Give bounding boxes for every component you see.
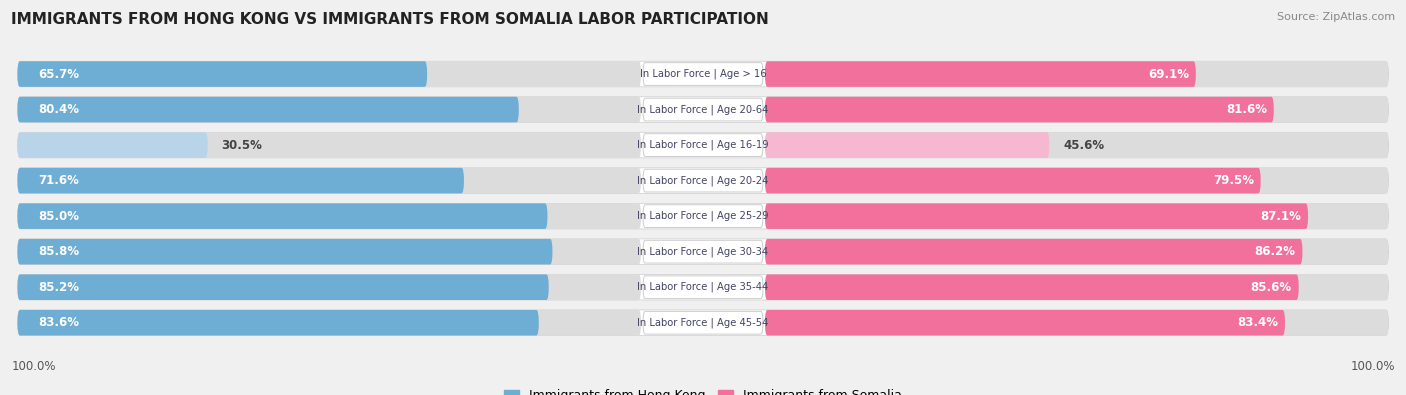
Text: Source: ZipAtlas.com: Source: ZipAtlas.com [1277, 12, 1395, 22]
FancyBboxPatch shape [765, 168, 1389, 194]
Text: In Labor Force | Age 16-19: In Labor Force | Age 16-19 [637, 140, 769, 150]
FancyBboxPatch shape [17, 132, 1389, 158]
FancyBboxPatch shape [17, 239, 641, 265]
FancyBboxPatch shape [17, 275, 1389, 300]
Text: 69.1%: 69.1% [1147, 68, 1189, 81]
Text: 30.5%: 30.5% [222, 139, 263, 152]
FancyBboxPatch shape [765, 168, 1261, 194]
Text: 79.5%: 79.5% [1213, 174, 1254, 187]
FancyBboxPatch shape [17, 203, 547, 229]
FancyBboxPatch shape [643, 169, 763, 192]
FancyBboxPatch shape [765, 310, 1285, 335]
FancyBboxPatch shape [17, 97, 641, 122]
Text: 45.6%: 45.6% [1063, 139, 1104, 152]
FancyBboxPatch shape [643, 205, 763, 228]
FancyBboxPatch shape [17, 61, 1389, 87]
FancyBboxPatch shape [17, 310, 641, 335]
Text: 83.4%: 83.4% [1237, 316, 1278, 329]
Text: In Labor Force | Age 20-64: In Labor Force | Age 20-64 [637, 104, 769, 115]
Text: 85.0%: 85.0% [38, 210, 79, 223]
FancyBboxPatch shape [765, 203, 1389, 229]
FancyBboxPatch shape [765, 132, 1049, 158]
FancyBboxPatch shape [17, 132, 641, 158]
Text: 83.6%: 83.6% [38, 316, 79, 329]
Text: 65.7%: 65.7% [38, 68, 79, 81]
FancyBboxPatch shape [765, 61, 1389, 87]
FancyBboxPatch shape [17, 97, 1389, 122]
FancyBboxPatch shape [17, 132, 208, 158]
FancyBboxPatch shape [765, 275, 1389, 300]
FancyBboxPatch shape [17, 61, 427, 87]
Text: In Labor Force | Age 25-29: In Labor Force | Age 25-29 [637, 211, 769, 222]
Text: 86.2%: 86.2% [1254, 245, 1295, 258]
FancyBboxPatch shape [765, 275, 1299, 300]
FancyBboxPatch shape [17, 310, 1389, 335]
FancyBboxPatch shape [643, 98, 763, 121]
Text: In Labor Force | Age 20-24: In Labor Force | Age 20-24 [637, 175, 769, 186]
Text: 100.0%: 100.0% [1350, 360, 1395, 373]
Text: In Labor Force | Age 35-44: In Labor Force | Age 35-44 [637, 282, 769, 292]
FancyBboxPatch shape [17, 275, 548, 300]
Legend: Immigrants from Hong Kong, Immigrants from Somalia: Immigrants from Hong Kong, Immigrants fr… [499, 384, 907, 395]
FancyBboxPatch shape [643, 63, 763, 85]
FancyBboxPatch shape [765, 97, 1274, 122]
FancyBboxPatch shape [17, 168, 1389, 194]
FancyBboxPatch shape [765, 239, 1302, 265]
FancyBboxPatch shape [17, 203, 641, 229]
FancyBboxPatch shape [17, 310, 538, 335]
Text: 71.6%: 71.6% [38, 174, 79, 187]
FancyBboxPatch shape [765, 239, 1389, 265]
FancyBboxPatch shape [643, 276, 763, 299]
Text: 87.1%: 87.1% [1260, 210, 1301, 223]
FancyBboxPatch shape [765, 97, 1389, 122]
FancyBboxPatch shape [17, 61, 641, 87]
FancyBboxPatch shape [17, 168, 464, 194]
FancyBboxPatch shape [643, 240, 763, 263]
Text: 85.8%: 85.8% [38, 245, 79, 258]
FancyBboxPatch shape [643, 134, 763, 156]
Text: 85.2%: 85.2% [38, 281, 79, 294]
Text: 80.4%: 80.4% [38, 103, 79, 116]
FancyBboxPatch shape [17, 97, 519, 122]
FancyBboxPatch shape [765, 310, 1389, 335]
FancyBboxPatch shape [765, 132, 1389, 158]
Text: 85.6%: 85.6% [1251, 281, 1292, 294]
FancyBboxPatch shape [765, 61, 1197, 87]
FancyBboxPatch shape [17, 203, 1389, 229]
Text: In Labor Force | Age > 16: In Labor Force | Age > 16 [640, 69, 766, 79]
Text: In Labor Force | Age 45-54: In Labor Force | Age 45-54 [637, 318, 769, 328]
FancyBboxPatch shape [765, 203, 1308, 229]
FancyBboxPatch shape [643, 311, 763, 334]
FancyBboxPatch shape [17, 239, 553, 265]
FancyBboxPatch shape [17, 275, 641, 300]
FancyBboxPatch shape [17, 168, 641, 194]
Text: IMMIGRANTS FROM HONG KONG VS IMMIGRANTS FROM SOMALIA LABOR PARTICIPATION: IMMIGRANTS FROM HONG KONG VS IMMIGRANTS … [11, 12, 769, 27]
Text: In Labor Force | Age 30-34: In Labor Force | Age 30-34 [637, 246, 769, 257]
FancyBboxPatch shape [17, 239, 1389, 265]
Text: 100.0%: 100.0% [11, 360, 56, 373]
Text: 81.6%: 81.6% [1226, 103, 1267, 116]
